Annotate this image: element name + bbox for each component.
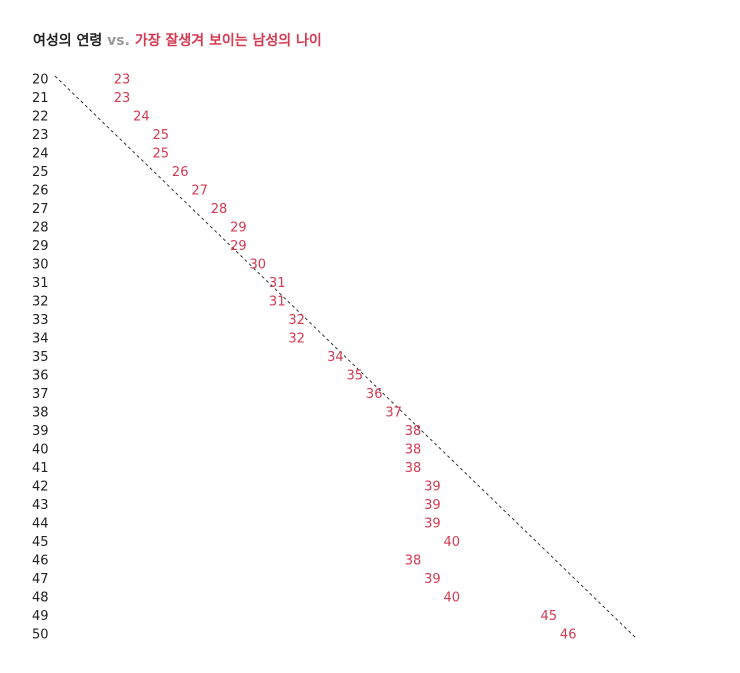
y-tick-label: 46 <box>32 554 49 569</box>
data-point-label: 39 <box>424 572 441 587</box>
data-point-label: 38 <box>405 443 422 458</box>
data-point-label: 23 <box>114 73 131 88</box>
y-tick-label: 47 <box>32 572 49 587</box>
data-point-label: 23 <box>114 91 131 106</box>
data-point-label: 32 <box>288 332 305 347</box>
y-tick-label: 29 <box>32 239 49 254</box>
data-point-label: 38 <box>405 424 422 439</box>
y-tick-label: 42 <box>32 480 49 495</box>
y-tick-label: 40 <box>32 443 49 458</box>
y-tick-label: 33 <box>32 313 49 328</box>
reference-diagonal-line <box>54 75 638 640</box>
y-tick-label: 41 <box>32 461 49 476</box>
data-point-label: 40 <box>444 535 461 550</box>
title-women-age: 여성의 연령 <box>33 33 103 49</box>
data-point-label: 38 <box>405 461 422 476</box>
data-point-label: 38 <box>405 554 422 569</box>
data-point-label: 24 <box>133 110 150 125</box>
y-tick-label: 35 <box>32 350 49 365</box>
y-tick-label: 24 <box>32 147 49 162</box>
data-point-label: 46 <box>560 628 577 643</box>
data-point-label: 32 <box>288 313 305 328</box>
data-point-label: 34 <box>327 350 344 365</box>
y-tick-label: 22 <box>32 110 49 125</box>
y-tick-label: 37 <box>32 387 49 402</box>
data-point-label: 36 <box>366 387 383 402</box>
data-point-label: 37 <box>385 406 402 421</box>
y-tick-label: 44 <box>32 517 49 532</box>
y-tick-label: 21 <box>32 91 49 106</box>
y-tick-label: 38 <box>32 406 49 421</box>
y-tick-label: 32 <box>32 295 49 310</box>
y-tick-label: 20 <box>32 73 49 88</box>
y-tick-label: 30 <box>32 258 49 273</box>
title-men-age: 가장 잘생겨 보이는 남성의 나이 <box>134 33 322 49</box>
y-tick-label: 28 <box>32 221 49 236</box>
y-tick-label: 45 <box>32 535 49 550</box>
y-tick-label: 49 <box>32 609 49 624</box>
data-point-label: 31 <box>269 295 286 310</box>
data-point-label: 27 <box>191 184 208 199</box>
y-tick-label: 25 <box>32 165 49 180</box>
data-point-label: 25 <box>153 128 170 143</box>
data-point-label: 30 <box>250 258 267 273</box>
data-point-label: 29 <box>230 239 247 254</box>
data-point-label: 25 <box>153 147 170 162</box>
y-tick-label: 39 <box>32 424 49 439</box>
data-point-label: 45 <box>541 609 558 624</box>
y-tick-label: 31 <box>32 276 49 291</box>
y-tick-label: 26 <box>32 184 49 199</box>
data-point-label: 29 <box>230 221 247 236</box>
y-tick-label: 34 <box>32 332 49 347</box>
data-point-label: 39 <box>424 517 441 532</box>
data-point-label: 28 <box>211 202 228 217</box>
y-tick-label: 50 <box>32 628 49 643</box>
y-tick-label: 43 <box>32 498 49 513</box>
chart-title: 여성의 연령 vs. 가장 잘생겨 보이는 남성의 나이 <box>33 31 322 51</box>
data-point-label: 35 <box>347 369 364 384</box>
data-point-label: 39 <box>424 498 441 513</box>
data-point-label: 31 <box>269 276 286 291</box>
data-point-label: 40 <box>444 591 461 606</box>
y-tick-label: 48 <box>32 591 49 606</box>
title-vs: vs. <box>107 33 130 49</box>
data-point-label: 39 <box>424 480 441 495</box>
y-tick-label: 27 <box>32 202 49 217</box>
y-tick-label: 36 <box>32 369 49 384</box>
data-point-label: 26 <box>172 165 189 180</box>
y-tick-label: 23 <box>32 128 49 143</box>
